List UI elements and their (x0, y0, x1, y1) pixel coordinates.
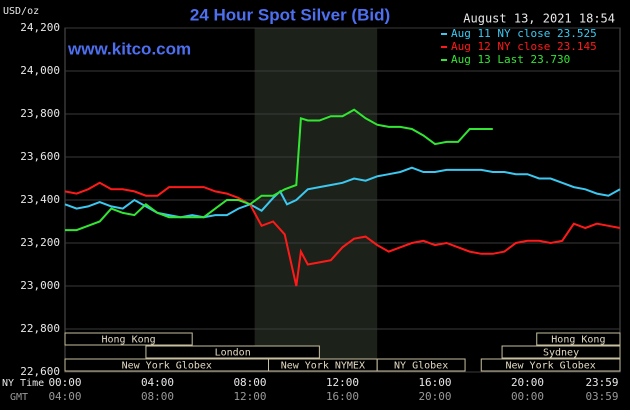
watermark: www.kitco.com (67, 39, 191, 58)
y-tick-label: 23,400 (20, 193, 60, 206)
session-label: Hong Kong (102, 335, 156, 346)
x-tick-label: 00:00 (48, 376, 81, 389)
legend-label: Aug 11 NY close 23.525 (451, 27, 597, 40)
y-tick-label: 23,600 (20, 150, 60, 163)
session-bar (480, 358, 621, 372)
x2-tick-label: 04:00 (48, 390, 81, 403)
x2-axis-label: GMT (10, 392, 28, 403)
session-label: Hong Kong (551, 335, 605, 346)
y-axis-label: USD/oz (3, 6, 39, 17)
y-tick-label: 22,800 (20, 322, 60, 335)
x-tick-label: 16:00 (418, 376, 451, 389)
session-bar (145, 345, 320, 359)
session-label: New York NYMEX (281, 361, 365, 372)
session-label: New York Globex (122, 361, 212, 372)
session-label: NY Globex (394, 361, 448, 372)
x-tick-label: 04:00 (141, 376, 174, 389)
timestamp: August 13, 2021 18:54 (463, 12, 615, 26)
y-tick-label: 23,000 (20, 279, 60, 292)
session-bar (376, 358, 466, 372)
x2-tick-label: 20:00 (418, 390, 451, 403)
session-bar (64, 332, 193, 346)
session-bar (501, 345, 621, 359)
session-label: New York Globex (505, 361, 595, 372)
y-tick-label: 24,200 (20, 21, 60, 34)
x-tick-label: 08:00 (233, 376, 266, 389)
x-tick-label: 20:00 (511, 376, 544, 389)
session-label: London (215, 348, 251, 359)
series-line (64, 181, 621, 287)
x2-tick-label: 08:00 (141, 390, 174, 403)
x-tick-label: 12:00 (326, 376, 359, 389)
legend-label: Aug 12 NY close 23.145 (451, 40, 597, 53)
y-tick-label: 24,000 (20, 64, 60, 77)
y-tick-label: 23,800 (20, 107, 60, 120)
x2-tick-label: 16:00 (326, 390, 359, 403)
chart-title: 24 Hour Spot Silver (Bid) (190, 5, 390, 24)
x2-tick-label: 12:00 (233, 390, 266, 403)
y-tick-label: 23,200 (20, 236, 60, 249)
x-tick-label: 23:59 (585, 376, 618, 389)
x2-tick-label: 00:00 (511, 390, 544, 403)
y-tick-label: 22,600 (20, 365, 60, 378)
session-bar (536, 332, 621, 346)
x-axis-label: NY Time (2, 378, 44, 389)
legend-label: Aug 13 Last 23.730 (451, 53, 570, 66)
series-line (65, 108, 493, 232)
x2-tick-label: 03:59 (585, 390, 618, 403)
session-label: Sydney (543, 348, 579, 359)
